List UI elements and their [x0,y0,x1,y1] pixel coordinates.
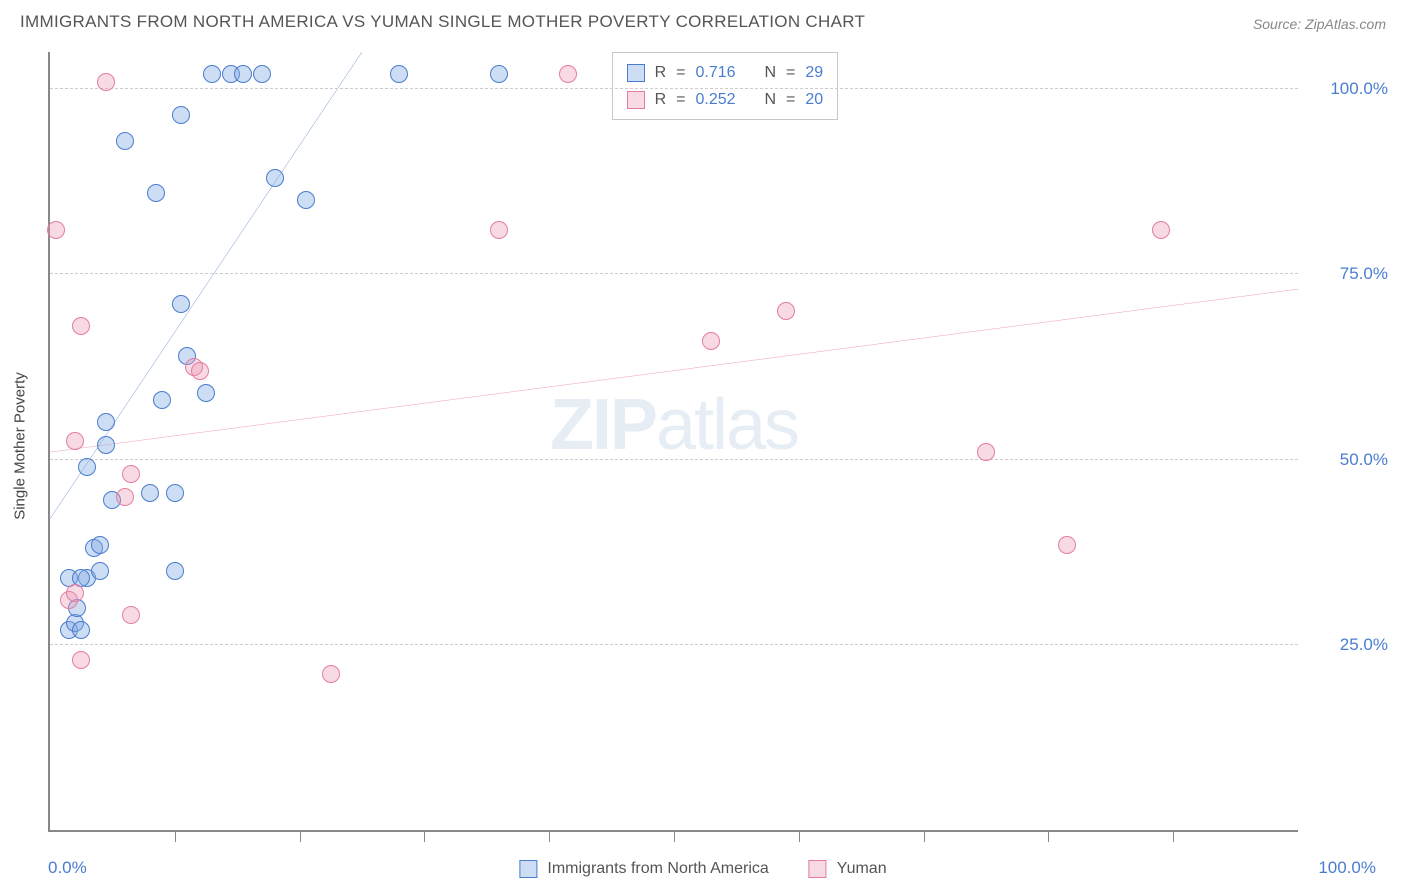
x-axis-max-label: 100.0% [1318,858,1376,878]
x-tick [1173,830,1174,842]
x-tick [300,830,301,842]
eq: = [786,86,795,113]
x-tick [549,830,550,842]
data-point-yuman [702,332,720,350]
y-tick-label: 100.0% [1308,79,1388,99]
data-point-yuman [122,465,140,483]
n-label: N [764,86,776,113]
gridline-h [50,459,1298,460]
data-point-immigrants [266,169,284,187]
data-point-immigrants [172,295,190,313]
data-point-yuman [777,302,795,320]
n-value-yuman: 20 [805,86,823,113]
trend-line-immigrants [50,52,362,519]
swatch-immigrants [519,860,537,878]
data-point-immigrants [490,65,508,83]
eq: = [676,86,685,113]
data-point-immigrants [390,65,408,83]
data-point-immigrants [197,384,215,402]
eq: = [786,59,795,86]
data-point-immigrants [78,458,96,476]
watermark-post: atlas [656,385,798,465]
x-tick [1048,830,1049,842]
data-point-immigrants [203,65,221,83]
data-point-immigrants [297,191,315,209]
series-legend: Immigrants from North America Yuman [519,860,886,878]
data-point-yuman [47,221,65,239]
n-value-immigrants: 29 [805,59,823,86]
data-point-yuman [116,488,134,506]
y-tick-label: 75.0% [1308,264,1388,284]
data-point-immigrants [72,621,90,639]
legend-row-immigrants: R = 0.716 N = 29 [627,59,824,86]
data-point-immigrants [166,562,184,580]
data-point-yuman [66,584,84,602]
trend-lines-svg [50,52,1298,830]
data-point-yuman [490,221,508,239]
data-point-immigrants [172,106,190,124]
data-point-immigrants [116,132,134,150]
data-point-yuman [72,317,90,335]
gridline-h [50,273,1298,274]
data-point-immigrants [147,184,165,202]
x-tick [424,830,425,842]
gridline-h [50,88,1298,89]
y-tick-label: 25.0% [1308,635,1388,655]
plot-area: ZIPatlas R = 0.716 N = 29 R = 0.252 N = … [48,52,1298,832]
data-point-yuman [559,65,577,83]
n-label: N [764,59,776,86]
data-point-immigrants [153,391,171,409]
data-point-yuman [72,651,90,669]
data-point-immigrants [91,562,109,580]
r-label: R [655,59,667,86]
data-point-immigrants [253,65,271,83]
x-tick [799,830,800,842]
data-point-immigrants [166,484,184,502]
data-point-yuman [122,606,140,624]
legend-swatch-immigrants [627,64,645,82]
data-point-yuman [322,665,340,683]
r-value-yuman: 0.252 [696,86,736,113]
eq: = [676,59,685,86]
watermark-text: ZIPatlas [550,384,798,466]
legend-label-immigrants: Immigrants from North America [547,860,768,878]
data-point-yuman [97,73,115,91]
data-point-yuman [1152,221,1170,239]
data-point-immigrants [141,484,159,502]
x-tick [924,830,925,842]
r-label: R [655,86,667,113]
data-point-yuman [1058,536,1076,554]
x-axis-min-label: 0.0% [48,858,87,878]
watermark-pre: ZIP [550,385,656,465]
gridline-h [50,644,1298,645]
correlation-legend: R = 0.716 N = 29 R = 0.252 N = 20 [612,52,839,120]
legend-row-yuman: R = 0.252 N = 20 [627,86,824,113]
legend-item-yuman: Yuman [809,860,887,878]
data-point-immigrants [234,65,252,83]
data-point-yuman [977,443,995,461]
x-tick [674,830,675,842]
y-axis-label: Single Mother Poverty [12,372,29,520]
y-tick-label: 50.0% [1308,450,1388,470]
legend-label-yuman: Yuman [837,860,887,878]
swatch-yuman [809,860,827,878]
data-point-immigrants [91,536,109,554]
legend-item-immigrants: Immigrants from North America [519,860,768,878]
chart-title: IMMIGRANTS FROM NORTH AMERICA VS YUMAN S… [20,12,865,32]
source-label: Source: ZipAtlas.com [1253,16,1386,32]
data-point-yuman [191,362,209,380]
data-point-immigrants [97,436,115,454]
data-point-immigrants [97,413,115,431]
r-value-immigrants: 0.716 [696,59,736,86]
data-point-yuman [66,432,84,450]
x-tick [175,830,176,842]
trend-line-yuman [50,289,1298,452]
legend-swatch-yuman [627,91,645,109]
